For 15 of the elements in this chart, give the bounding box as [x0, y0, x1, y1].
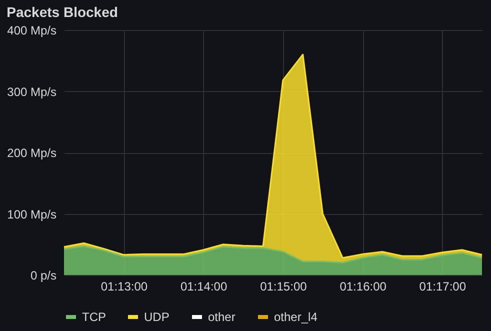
- y-tick-label: 0 p/s: [30, 268, 56, 282]
- y-tick-label: 400 Mp/s: [7, 24, 56, 38]
- y-tick-label: 200 Mp/s: [7, 146, 56, 160]
- chart-title: Packets Blocked: [6, 4, 118, 20]
- legend-label: other: [208, 310, 236, 324]
- x-tick-label: 01:17:00: [419, 280, 466, 294]
- y-tick-label: 300 Mp/s: [7, 84, 56, 99]
- y-tick-label: 100 Mp/s: [7, 207, 56, 222]
- legend-label: TCP: [82, 310, 106, 324]
- legend-label: other_l4: [274, 310, 318, 324]
- x-tick-label: 01:13:00: [100, 280, 148, 294]
- x-tick-label: 01:14:00: [180, 280, 228, 294]
- legend-label: UDP: [144, 310, 170, 324]
- x-tick-label: 01:15:00: [260, 280, 308, 294]
- x-tick-label: 01:16:00: [340, 280, 387, 294]
